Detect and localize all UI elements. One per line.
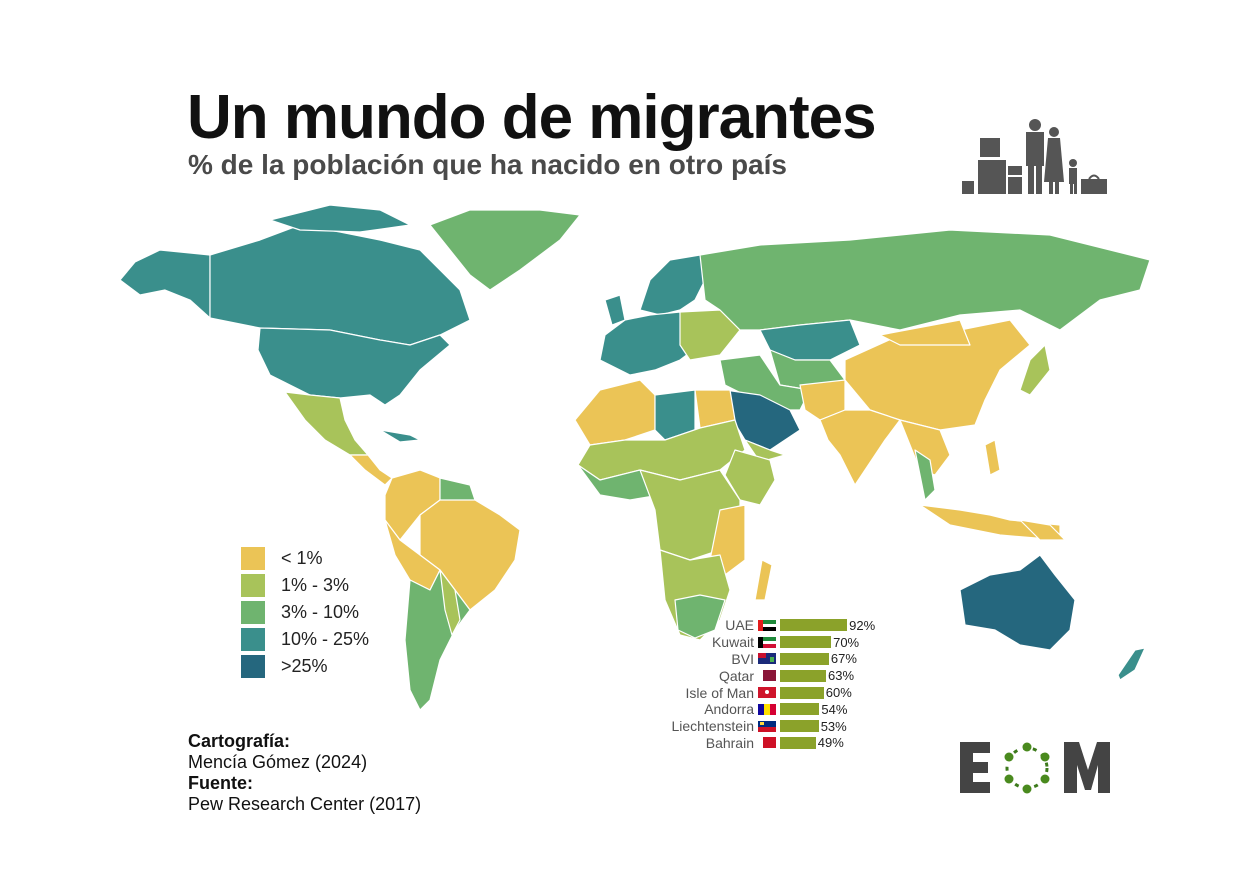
horn-of-africa <box>724 449 776 506</box>
scandinavia <box>639 254 711 316</box>
country-name: UAE <box>725 617 754 634</box>
bar-value-label: 60% <box>825 685 852 701</box>
andorra-flag <box>758 703 776 715</box>
central-america <box>349 454 393 486</box>
migrant-family-icon <box>962 119 1107 194</box>
legend-swatch <box>241 628 265 651</box>
country-name: Qatar <box>718 667 754 684</box>
bar <box>780 720 819 733</box>
bar-row: Bahrain 49% <box>640 735 875 752</box>
bar-row: Qatar 63% <box>640 667 875 684</box>
middle-east-iran <box>719 354 811 411</box>
source-value: Pew Research Center (2017) <box>188 794 422 814</box>
bvi-flag <box>758 653 776 665</box>
country-australia <box>959 554 1076 651</box>
map-title: Un mundo de migrantes <box>187 83 877 152</box>
isle-of-man-flag <box>758 687 776 699</box>
country-name: Liechtenstein <box>671 718 754 735</box>
country-usa <box>257 327 451 406</box>
country-name: Kuwait <box>711 634 754 651</box>
country-mexico <box>284 391 369 456</box>
country-new-zealand <box>1117 647 1146 681</box>
bar <box>780 652 829 665</box>
bar <box>780 669 826 682</box>
bar-value-label: 70% <box>833 634 860 650</box>
bar-value-label: 53% <box>820 718 847 734</box>
legend-item: >25% <box>241 653 369 680</box>
bar <box>780 686 824 699</box>
legend-item: < 1% <box>241 545 369 572</box>
bar-row: UAE 92% <box>640 617 875 634</box>
country-name: Andorra <box>704 701 754 718</box>
bar-row: Kuwait 70% <box>640 634 875 651</box>
north-west-africa <box>574 379 656 446</box>
liechtenstein-flag <box>758 720 776 732</box>
malaysia-thailand <box>914 449 936 501</box>
legend-item: 3% - 10% <box>241 599 369 626</box>
bar <box>780 636 832 649</box>
caribbean <box>379 429 421 443</box>
country-russia <box>699 229 1151 331</box>
legend-swatch <box>241 601 265 624</box>
legend-label: 1% - 3% <box>281 575 350 595</box>
legend-swatch <box>241 655 265 678</box>
uk-ireland <box>604 294 626 326</box>
bahrain-flag <box>758 737 776 749</box>
bar-value-label: 92% <box>849 617 876 633</box>
kuwait-flag <box>758 636 776 648</box>
map-subtitle: % de la población que ha nacido en otro … <box>188 149 787 180</box>
country-greenland <box>429 209 581 291</box>
country-yemen <box>744 439 786 463</box>
bar-value-label: 63% <box>827 668 855 684</box>
bar-row: Isle of Man 60% <box>640 684 875 701</box>
country-name: Bahrain <box>705 734 754 751</box>
country-paraguay-uruguay <box>439 569 461 636</box>
cartography-label: Cartografía: <box>188 731 291 751</box>
bar <box>780 703 820 716</box>
eom-logo <box>960 742 1110 794</box>
country-name: Isle of Man <box>685 684 754 701</box>
legend-swatch <box>241 547 265 570</box>
bar-row: Liechtenstein 53% <box>640 718 875 735</box>
bar-value-label: 54% <box>821 701 848 717</box>
country-alaska <box>119 249 211 319</box>
country-india <box>819 409 901 486</box>
map-legend: < 1% 1% - 3% 3% - 10% 10% - 25% >25% <box>241 545 369 680</box>
top-countries-bar-chart: UAE 92% Kuwait 70% BVI 67% Qatar 63% Isle of Man… <box>640 617 875 751</box>
country-south-africa <box>674 594 726 639</box>
credits: Cartografía: Mencía Gómez (2024) Fuente:… <box>188 731 421 815</box>
uae-flag <box>758 619 776 631</box>
bar-row: BVI 67% <box>640 651 875 668</box>
qatar-flag <box>758 670 776 682</box>
bar-row: Andorra 54% <box>640 701 875 718</box>
source-label: Fuente: <box>188 773 253 793</box>
bar-value-label: 67% <box>830 651 857 667</box>
legend-label: >25% <box>281 656 328 676</box>
legend-swatch <box>241 574 265 597</box>
country-name: BVI <box>731 650 754 667</box>
bar <box>780 619 848 632</box>
legend-item: 10% - 25% <box>241 626 369 653</box>
legend-label: < 1% <box>281 548 323 568</box>
country-canada <box>209 224 471 346</box>
country-philippines <box>984 439 1001 476</box>
country-mongolia <box>879 319 971 346</box>
bar <box>780 736 816 749</box>
country-japan <box>1019 344 1051 396</box>
bar-value-label: 49% <box>817 735 844 751</box>
country-madagascar <box>754 559 773 601</box>
legend-label: 10% - 25% <box>281 629 370 649</box>
country-papua-new-guinea <box>1019 519 1066 541</box>
cartography-value: Mencía Gómez (2024) <box>188 752 368 772</box>
legend-label: 3% - 10% <box>281 602 360 622</box>
country-indonesia <box>919 504 1061 541</box>
canada-arctic-islands <box>269 204 411 233</box>
southeast-asia <box>899 419 951 476</box>
legend-item: 1% - 3% <box>241 572 369 599</box>
